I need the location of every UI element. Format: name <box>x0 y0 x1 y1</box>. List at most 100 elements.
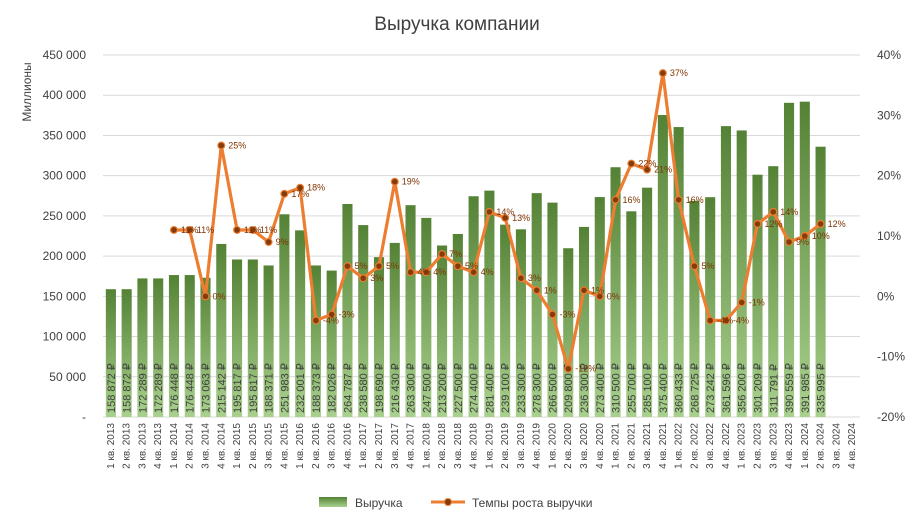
growth-data-label: -4% <box>733 315 749 325</box>
x-tick-label: 1 кв. 2013 <box>106 423 117 469</box>
revenue-bar-label: 310 500 ₽ <box>611 363 623 413</box>
revenue-bar <box>484 190 495 417</box>
growth-data-label: -3% <box>559 309 575 319</box>
revenue-bar-label: 335 995 ₽ <box>816 363 828 413</box>
chart-title: Выручка компании <box>374 14 539 35</box>
revenue-bar <box>468 196 479 417</box>
x-tick-label: 2 кв. 2015 <box>248 423 259 469</box>
x-tick-label: 3 кв. 2021 <box>642 423 653 469</box>
y2-tick-label: -10% <box>877 350 905 364</box>
revenue-bar <box>752 174 763 417</box>
growth-data-labels: 11%11%0%25%11%11%9%17%18%-4%-3%5%3%5%19%… <box>181 68 846 374</box>
revenue-bar-label: 391 985 ₽ <box>800 363 812 413</box>
revenue-bar <box>578 226 590 417</box>
revenue-bar-label: 188 373 ₽ <box>311 363 323 413</box>
legend-label-growth: Темпы роста выручки <box>472 496 593 510</box>
x-tick-label: 4 кв. 2020 <box>595 423 606 469</box>
x-tick-label: 1 кв. 2017 <box>358 423 369 469</box>
x-tick-label: 3 кв. 2013 <box>137 423 148 469</box>
x-tick-label: 1 кв. 2016 <box>295 423 306 469</box>
revenue-bar-label: 301 209 ₽ <box>752 363 764 413</box>
growth-point <box>595 292 604 301</box>
revenue-bar <box>421 217 432 417</box>
x-tick-label: 4 кв. 2013 <box>153 423 164 469</box>
revenue-bar <box>594 197 605 417</box>
growth-point <box>501 213 510 222</box>
growth-point <box>800 232 809 241</box>
growth-point <box>264 238 273 247</box>
legend-swatch-growth-marker <box>444 498 452 506</box>
growth-data-label: 14% <box>496 207 514 217</box>
revenue-bar-label: 176 448 ₽ <box>185 363 197 413</box>
x-tick-label: 4 кв. 2016 <box>342 423 353 469</box>
revenue-bar <box>500 224 511 417</box>
x-tick-label: 4 кв. 2017 <box>406 423 417 469</box>
revenue-bar <box>673 127 684 418</box>
revenue-bar-label: 268 725 ₽ <box>689 363 701 413</box>
growth-point <box>185 225 194 234</box>
x-tick-label: 3 кв. 2017 <box>390 423 401 469</box>
revenue-bar-label: 390 559 ₽ <box>784 363 796 413</box>
revenue-bar-label: 361 596 ₽ <box>721 363 733 413</box>
revenue-bar-label: 274 400 ₽ <box>469 363 481 413</box>
y-axis-ticks: - 50 000 100 000 150 000 200 000 250 000 300 0… <box>43 48 87 424</box>
revenue-bar-label: 227 500 ₽ <box>453 363 465 413</box>
revenue-bar-label: 266 500 ₽ <box>547 363 559 413</box>
revenue-bar <box>121 289 132 417</box>
growth-point <box>627 159 636 168</box>
revenue-bar <box>168 275 180 417</box>
revenue-bar-label: 233 300 ₽ <box>516 363 528 413</box>
revenue-bar <box>405 205 416 417</box>
growth-data-label: 13% <box>512 213 530 223</box>
x-tick-label: 3 кв. 2023 <box>768 423 779 469</box>
revenue-bar-label: 173 063 ₽ <box>201 363 213 413</box>
revenue-bar-label: 158 872 ₽ <box>106 363 118 413</box>
x-tick-label: 1 кв. 2024 <box>800 423 811 469</box>
revenue-bar-label: 213 200 ₽ <box>437 363 449 413</box>
growth-point <box>327 310 336 319</box>
growth-point <box>816 219 825 228</box>
revenue-bar-label: 209 800 ₽ <box>563 363 575 413</box>
x-tick-label: 2 кв. 2013 <box>122 423 133 469</box>
growth-point <box>611 195 620 204</box>
x-tick-label: 4 кв. 2021 <box>658 423 669 469</box>
growth-point <box>201 292 210 301</box>
x-tick-label: 3 кв. 2022 <box>705 423 716 469</box>
growth-data-label: 16% <box>623 195 641 205</box>
growth-point <box>785 238 794 247</box>
x-tick-label: 3 кв. 2024 <box>831 423 842 469</box>
revenue-bar-label: 264 787 ₽ <box>342 363 354 413</box>
revenue-bar <box>626 211 637 417</box>
revenue-bar <box>437 245 448 417</box>
growth-data-label: 11% <box>260 225 277 235</box>
growth-point <box>564 364 573 373</box>
growth-data-label: 11% <box>197 225 214 235</box>
x-tick-label: 2 кв. 2016 <box>311 423 322 469</box>
growth-point <box>643 165 652 174</box>
growth-point <box>721 316 730 325</box>
revenue-bar <box>689 200 700 417</box>
revenue-bar-label: 278 300 ₽ <box>532 363 544 413</box>
revenue-bar <box>720 126 731 418</box>
revenue-bar-label: 216 430 ₽ <box>390 363 402 413</box>
growth-data-label: 1% <box>544 285 557 295</box>
growth-point <box>516 274 525 283</box>
growth-data-label: 16% <box>686 195 704 205</box>
y-axis-title: Миллионы <box>20 62 34 121</box>
revenue-bar <box>452 233 463 417</box>
x-tick-label: 4 кв. 2018 <box>469 423 480 469</box>
y-tick-label: 450 000 <box>43 48 87 62</box>
revenue-bar <box>153 278 164 417</box>
growth-data-label: 4% <box>481 267 494 277</box>
revenue-bar <box>515 229 526 417</box>
growth-point <box>469 268 478 277</box>
revenue-bar-label: 281 400 ₽ <box>484 363 496 413</box>
revenue-bar <box>783 102 795 417</box>
growth-data-label: 22% <box>638 159 656 169</box>
growth-point <box>690 262 699 271</box>
growth-data-label: 9% <box>796 237 809 247</box>
growth-point <box>422 268 431 277</box>
growth-point <box>438 250 447 259</box>
growth-point <box>453 262 462 271</box>
y2-tick-label: 40% <box>877 48 901 62</box>
